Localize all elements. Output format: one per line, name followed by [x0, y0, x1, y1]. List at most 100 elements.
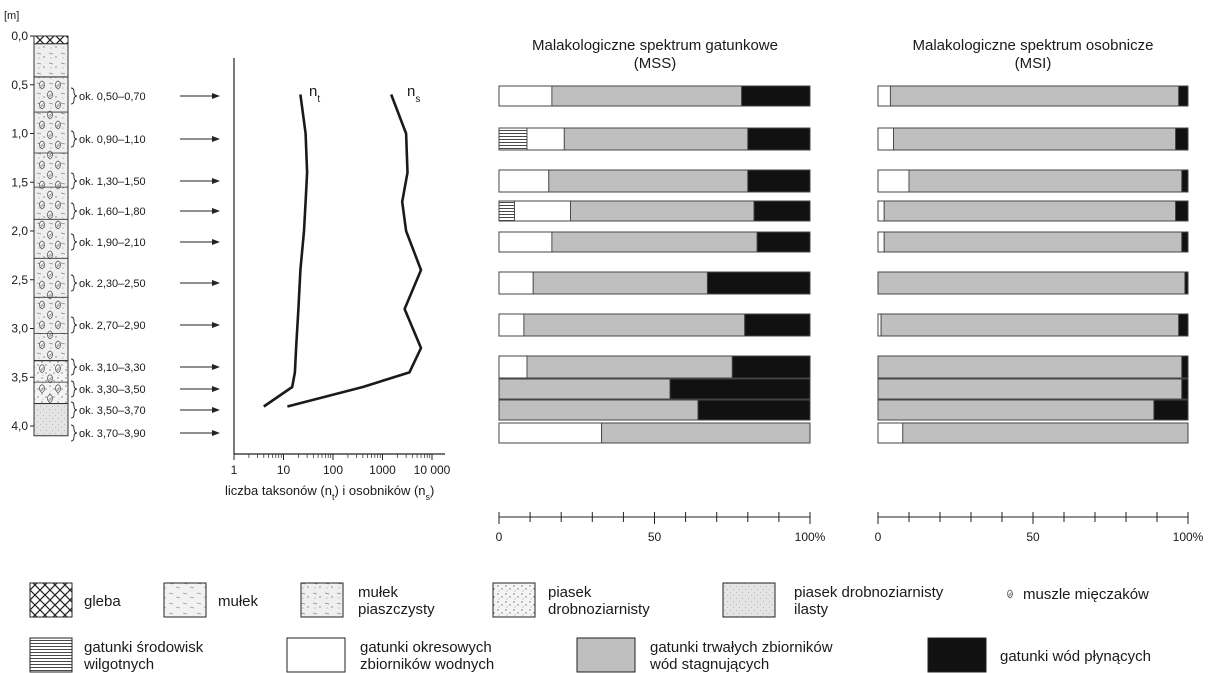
- okresowe-segment: [498, 355, 528, 379]
- shell-icon: [55, 220, 61, 230]
- shell-icon: [47, 374, 53, 384]
- trwale-segment: [877, 355, 1183, 379]
- ns-line: [287, 94, 423, 408]
- bar-outline: [498, 422, 811, 444]
- shell-icon: [55, 180, 61, 190]
- trwale-segment: [877, 399, 1155, 421]
- okresowe-segment: [877, 200, 885, 222]
- okresowe-segment: [877, 127, 894, 151]
- bar-outline: [498, 355, 811, 379]
- shell-icon: [39, 100, 45, 110]
- sample-label: ok. 2,30–2,50: [79, 278, 146, 290]
- axis-tick-label: 50: [1026, 530, 1040, 544]
- msi-bars: [877, 85, 1189, 444]
- axis-tick-label: 100%: [1173, 530, 1204, 544]
- depth-tick-label: 1,0: [11, 127, 28, 141]
- sample-brace: [70, 424, 78, 442]
- legend-label-piasek-ilasty: piasek drobnoziarnisty ilasty: [794, 584, 944, 618]
- shell-icon: [47, 90, 53, 100]
- legend-label-okresowe: gatunki okresowych zbiorników wodnych: [360, 639, 494, 673]
- sample-arrowhead: [212, 136, 220, 142]
- okresowe-segment: [877, 169, 910, 193]
- sample-brace: [70, 316, 78, 334]
- legend-swatch-plynace: [927, 637, 987, 673]
- shell-icon: [39, 320, 45, 330]
- okresowe-segment: [877, 422, 904, 444]
- sample-brace: [70, 87, 78, 105]
- bar-outline: [498, 313, 811, 337]
- shell-icon: [39, 80, 45, 90]
- mss-chart: Malakologiczne spektrum gatunkowe (MSS) …: [496, 37, 826, 544]
- depth-tick-label: 0,5: [11, 78, 28, 92]
- bar-outline: [877, 200, 1189, 222]
- nt-series-label: nt: [309, 83, 320, 105]
- axis-tick-label: 0: [496, 530, 503, 544]
- sample-brace: [70, 401, 78, 419]
- depth-axis: 0,0 0,5 1,0 1,5 2,0 2,5 3,0 3,5 4,0: [11, 29, 34, 433]
- shell-icon: [47, 250, 53, 260]
- abundance-tick-label: 10 000: [414, 463, 451, 477]
- axis-tick-label: 100%: [795, 530, 826, 544]
- shell-icon: [39, 220, 45, 230]
- sample-label: ok. 2,70–2,90: [79, 320, 146, 332]
- trwale-segment: [877, 271, 1186, 295]
- sample-arrowhead: [212, 280, 220, 286]
- plynace-segment: [744, 313, 811, 337]
- mss-subtitle: (MSS): [634, 55, 677, 72]
- shell-icon: [39, 384, 45, 394]
- trwale-segment: [498, 378, 671, 400]
- legend-swatch-piasek-ilasty: [722, 582, 776, 618]
- shell-icon: [47, 130, 53, 140]
- bar-outline: [877, 355, 1189, 379]
- abundance-tick-label: 100: [323, 463, 343, 477]
- shell-icon: [47, 190, 53, 200]
- trwale-segment: [551, 85, 743, 107]
- sample-arrowhead: [212, 430, 220, 436]
- sample-label: ok. 1,60–1,80: [79, 206, 146, 218]
- sample-arrowhead: [212, 322, 220, 328]
- msi-x-axis: 0 50 100%: [875, 512, 1204, 544]
- shell-icon: [55, 240, 61, 250]
- plynace-segment: [1153, 399, 1189, 421]
- plynace-segment: [697, 399, 811, 421]
- sample-brace: [70, 358, 78, 376]
- shell-icon: [47, 270, 53, 280]
- bar-outline: [498, 85, 811, 107]
- depth-tick-label: 2,5: [11, 273, 28, 287]
- sample-arrowhead: [212, 208, 220, 214]
- bar-outline: [877, 231, 1189, 253]
- sample-brace: [70, 130, 78, 148]
- bar-outline: [877, 169, 1189, 193]
- sample-brace: [70, 274, 78, 292]
- axis-tick-label: 50: [648, 530, 662, 544]
- trwale-segment: [893, 127, 1177, 151]
- shell-icon: [47, 210, 53, 220]
- shell-icon: [39, 240, 45, 250]
- legend-label-line: wilgotnych: [83, 656, 154, 673]
- column-layer: [33, 403, 69, 437]
- shell-icon: [55, 280, 61, 290]
- sample-arrowhead: [212, 178, 220, 184]
- abundance-x-label: liczba taksonów (nt) i osobników (ns): [225, 483, 434, 502]
- sample-label: ok. 1,30–1,50: [79, 176, 146, 188]
- plynace-segment: [731, 355, 811, 379]
- msi-subtitle: (MSI): [1015, 55, 1052, 72]
- wilgotne-segment: [498, 200, 516, 222]
- bar-outline: [877, 85, 1189, 107]
- plynace-segment: [1175, 127, 1189, 151]
- plynace-segment: [747, 127, 811, 151]
- ns-series-label: ns: [407, 83, 420, 105]
- legend-label-mulek: mułek: [218, 593, 259, 610]
- trwale-segment: [883, 200, 1177, 222]
- trwale-segment: [551, 231, 758, 253]
- okresowe-segment: [498, 231, 553, 253]
- sample-arrowhead: [212, 239, 220, 245]
- shell-icon: [39, 140, 45, 150]
- legend-swatch-mulek-piaszczysty: [300, 582, 344, 618]
- trwale-segment: [526, 355, 733, 379]
- bar-outline: [498, 200, 811, 222]
- legend-swatch-wilgotne: [29, 637, 73, 673]
- legend-label-line: gatunki środowisk: [84, 639, 204, 656]
- abundance-chart: 1 10 100 1000 10 000 liczba taksonów (nt) i …: [225, 58, 451, 502]
- plynace-segment: [706, 271, 811, 295]
